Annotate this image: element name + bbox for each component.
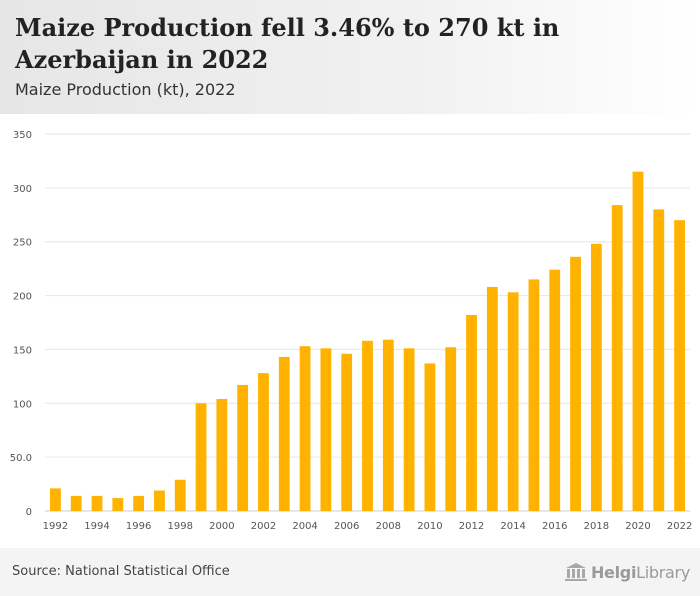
bar-2014 <box>507 292 519 511</box>
bar-chart: 0 50.0 100 150 200 250 300 350 1992 1994 1996 1998 2… <box>10 130 693 532</box>
helgi-library-logo: HelgiLibrary <box>564 560 690 584</box>
bar-1995 <box>112 498 124 511</box>
bar-2012 <box>466 314 477 511</box>
x-tick-label: 2016 <box>542 521 567 532</box>
bar-2021 <box>653 209 665 511</box>
chart-title: Maize Production fell 3.46% to 270 kt in… <box>15 13 560 74</box>
chart-area: 0 50.0 100 150 200 250 300 350 1992 1994 1996 1998 2… <box>0 114 700 548</box>
y-tick-label: 0 <box>26 507 32 518</box>
bar-2015 <box>528 279 540 511</box>
x-tick-label: 2008 <box>376 521 401 532</box>
bar-2017 <box>570 256 581 511</box>
y-tick-label: 100 <box>13 399 32 410</box>
bar-2001 <box>237 384 249 511</box>
x-tick-label: 2004 <box>292 521 317 532</box>
x-tick-label: 2012 <box>459 521 484 532</box>
bar-1993 <box>70 495 82 511</box>
bar-2000 <box>216 398 228 511</box>
bar-1996 <box>133 495 145 511</box>
bar-2016 <box>549 269 561 511</box>
y-tick-label: 250 <box>13 238 32 249</box>
x-tick-label: 2006 <box>334 521 359 532</box>
chart-subtitle: Maize Production (kt), 2022 <box>15 80 236 99</box>
y-tick-label: 300 <box>13 184 32 195</box>
x-tick-label: 2000 <box>209 521 234 532</box>
y-tick-label: 50.0 <box>10 453 32 464</box>
chart-footer: Source: National Statistical Office Helg… <box>0 548 700 596</box>
bar-2003 <box>278 356 290 511</box>
x-tick-label: 2020 <box>625 521 650 532</box>
bar-1994 <box>91 495 103 511</box>
bar-2011 <box>445 347 457 511</box>
bar-2007 <box>362 340 373 511</box>
bar-2018 <box>590 243 602 511</box>
x-tick-label: 1992 <box>43 521 68 532</box>
source-note: Source: National Statistical Office <box>12 564 230 579</box>
x-tick-label: 2010 <box>417 521 442 532</box>
logo-text-bold: Helgi <box>590 562 637 582</box>
bar-2004 <box>299 346 311 511</box>
bar-2022 <box>674 220 686 512</box>
bar-2009 <box>403 348 415 511</box>
bar-2020 <box>632 171 644 511</box>
x-tick-label: 2018 <box>584 521 609 532</box>
bar-2010 <box>424 363 436 511</box>
x-tick-label: 2022 <box>667 521 692 532</box>
bar-2005 <box>320 348 332 511</box>
x-tick-label: 2002 <box>251 521 276 532</box>
bar-2008 <box>382 339 394 511</box>
bar-1999 <box>195 403 207 511</box>
x-tick-label: 2014 <box>500 521 525 532</box>
x-tick-label: 1998 <box>168 521 193 532</box>
x-tick-label: 1996 <box>126 521 151 532</box>
y-tick-label: 350 <box>13 130 32 141</box>
bar-2013 <box>486 286 498 511</box>
y-tick-label: 150 <box>13 345 32 356</box>
chart-header: Maize Production fell 3.46% to 270 kt in… <box>0 0 700 114</box>
bar-1997 <box>154 490 165 511</box>
bar-2002 <box>258 373 269 511</box>
bar-1998 <box>174 479 186 511</box>
bar-2006 <box>341 353 353 511</box>
x-tick-label: 1994 <box>84 521 109 532</box>
library-building-icon <box>564 563 587 581</box>
y-tick-label: 200 <box>13 292 32 303</box>
logo-text-light: Library <box>636 562 690 582</box>
bar-2019 <box>611 205 623 511</box>
bar-1992 <box>49 488 61 511</box>
